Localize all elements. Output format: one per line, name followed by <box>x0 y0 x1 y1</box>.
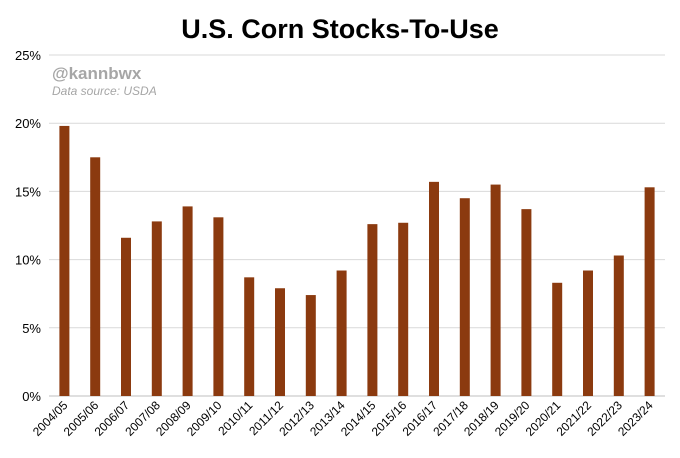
bar-2018-19 <box>490 184 501 396</box>
chart-title: U.S. Corn Stocks-To-Use <box>181 14 499 44</box>
y-tick-label: 5% <box>22 321 41 336</box>
watermark: @kannbwx <box>52 64 142 83</box>
bar-2009-10 <box>213 217 224 396</box>
bar-2006-07 <box>121 237 131 396</box>
y-tick-label: 0% <box>22 389 41 404</box>
bar-2007-08 <box>151 221 162 396</box>
y-tick-label: 10% <box>15 253 41 268</box>
y-tick-label: 15% <box>15 184 41 199</box>
data-source-label: Data source: USDA <box>52 84 157 98</box>
bar-2017-18 <box>459 198 470 396</box>
bar-2004-05 <box>59 125 70 396</box>
bar-2020-21 <box>552 282 563 396</box>
bar-2023-24 <box>644 187 655 396</box>
bar-2011-12 <box>275 288 285 396</box>
y-tick-label: 20% <box>15 116 41 131</box>
bar-2022-23 <box>613 255 624 396</box>
bar-2010-11 <box>244 277 255 396</box>
bar-2016-17 <box>429 181 439 396</box>
bar-2012-13 <box>305 295 316 396</box>
bar-2005-06 <box>90 157 101 396</box>
bar-2015-16 <box>398 222 409 396</box>
bar-2021-22 <box>583 270 593 396</box>
bar-2014-15 <box>367 224 378 396</box>
bar-2008-09 <box>182 206 193 396</box>
y-tick-label: 25% <box>15 48 41 63</box>
bar-2019-20 <box>521 209 532 396</box>
x-tick-label: 2023/24 <box>615 398 656 439</box>
bar-2013-14 <box>336 270 347 396</box>
